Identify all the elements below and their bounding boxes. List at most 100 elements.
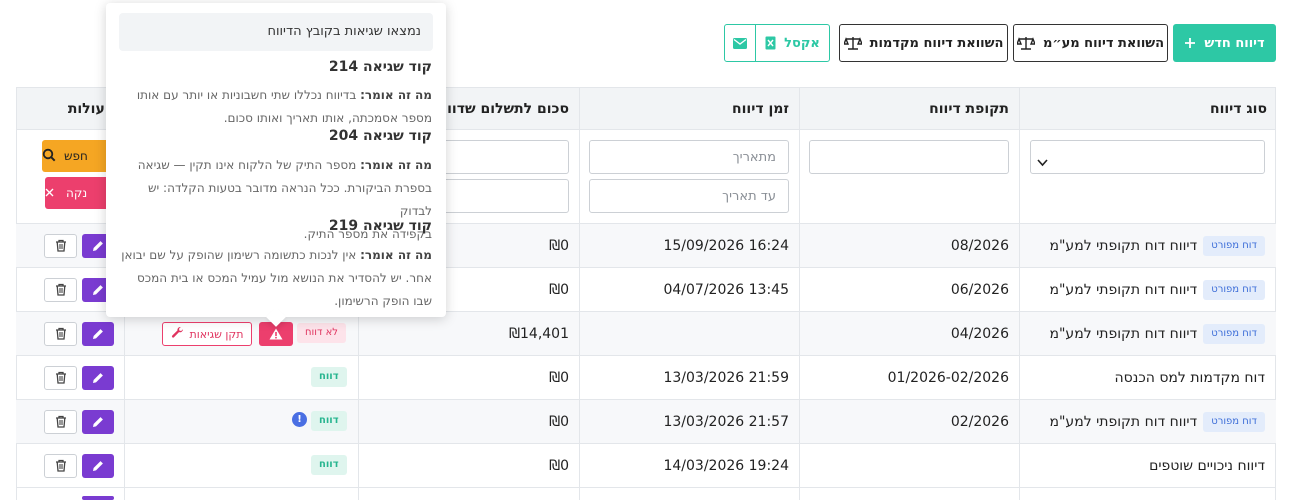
error-code-title: קוד שגיאה 219 — [328, 218, 432, 234]
delete-button[interactable] — [44, 410, 77, 434]
period-cell: 04/2026 — [950, 326, 1009, 342]
error-description: מה זה אומר: מספר התיק של הלקוח אינו תקין… — [137, 158, 432, 241]
time-cell: 21:57 13/03/2026 — [663, 414, 789, 430]
error-code-title: קוד שגיאה 204 — [328, 128, 432, 144]
amount-cell: ₪0 — [549, 282, 569, 298]
clear-label: נקה — [66, 186, 88, 200]
plus-icon — [1184, 37, 1196, 49]
report-type-cell: דוח מפורטדיווח דוח תקופתי למע"מ — [1049, 400, 1265, 444]
trash-icon — [55, 237, 67, 256]
pencil-icon — [92, 413, 104, 432]
period-filter-input[interactable] — [809, 140, 1009, 174]
compare-vat-label: השוואת דיווח מע״מ — [1042, 35, 1165, 51]
header-time: זמן דיווח — [732, 101, 789, 117]
amount-cell: ₪14,401 — [509, 326, 569, 342]
error-description: מה זה אומר: אין לנכות כתשומה רשימון שהופ… — [121, 248, 432, 308]
table-row — [16, 444, 1276, 488]
period-cell: 02/2026 — [950, 414, 1009, 430]
report-type-cell: דוח מקדמות למס הכנסה — [1114, 370, 1266, 386]
reported-badge: דווח — [311, 367, 347, 387]
scale-icon — [1016, 36, 1035, 50]
period-cell: 08/2026 — [950, 238, 1009, 254]
excel-export-button[interactable]: אקסל — [755, 24, 830, 62]
compare-advances-label: השוואת דיווח מקדמות — [869, 35, 1004, 51]
delete-button[interactable] — [44, 454, 77, 478]
report-type-cell: דוח מפורטדיווח דוח תקופתי למע"מ — [1049, 268, 1265, 312]
pencil-icon — [92, 325, 104, 344]
compare-vat-button[interactable]: השוואת דיווח מע״מ — [1013, 24, 1168, 62]
table-row — [16, 268, 1276, 312]
reported-badge: דווח — [311, 411, 347, 431]
time-cell: 19:24 14/03/2026 — [663, 458, 789, 474]
amount-from-input[interactable] — [430, 140, 569, 174]
errors-popover: נמצאו שגיאות בקובץ הדיווח קוד שגיאה 214 … — [106, 3, 446, 317]
time-cell: 21:59 13/03/2026 — [663, 370, 789, 386]
new-report-label: דיווח חדש — [1204, 35, 1265, 51]
period-cell: 06/2026 — [950, 282, 1009, 298]
close-icon — [45, 186, 54, 200]
detailed-report-badge: דוח מפורט — [1203, 324, 1265, 344]
amount-to-input[interactable] — [430, 179, 569, 213]
fix-errors-label: תקן שגיאות — [189, 327, 244, 341]
detailed-report-badge: דוח מפורט — [1203, 236, 1265, 256]
amount-cell: ₪0 — [549, 414, 569, 430]
from-date-input[interactable] — [589, 140, 789, 174]
pencil-icon — [92, 281, 104, 300]
trash-icon — [55, 457, 67, 476]
compare-advances-button[interactable]: השוואת דיווח מקדמות — [839, 24, 1008, 62]
header-period: תקופת דיווח — [929, 101, 1009, 117]
header-amount: סכום לתשלום שדווח — [437, 101, 570, 117]
delete-button[interactable] — [44, 322, 77, 346]
scale-icon — [843, 36, 862, 50]
amount-cell: ₪0 — [549, 370, 569, 386]
error-description: מה זה אומר: בדיווח נכללו שתי חשבוניות או… — [136, 88, 432, 125]
trash-icon — [55, 413, 67, 432]
amount-cell: ₪0 — [549, 458, 569, 474]
detailed-report-badge: דוח מפורט — [1203, 280, 1265, 300]
edit-button[interactable] — [82, 496, 114, 500]
pencil-icon — [92, 369, 104, 388]
popover-header: נמצאו שגיאות בקובץ הדיווח — [119, 13, 433, 51]
email-button[interactable] — [724, 24, 756, 62]
header-type: סוג דיווח — [1209, 101, 1267, 117]
reported-badge: דווח — [311, 455, 347, 475]
edit-button[interactable] — [82, 410, 114, 434]
excel-label: אקסל — [784, 35, 820, 51]
edit-button[interactable] — [82, 322, 114, 346]
pencil-icon — [92, 237, 104, 256]
search-icon — [42, 148, 56, 165]
delete-button[interactable] — [44, 366, 77, 390]
wrench-icon — [171, 326, 184, 342]
trash-icon — [55, 369, 67, 388]
search-label: חפש — [64, 149, 88, 163]
excel-file-icon — [765, 36, 776, 50]
report-type-cell: דוח מפורטדיווח דוח תקופתי למע"מ — [1049, 224, 1265, 268]
time-cell: 16:24 15/09/2026 — [663, 238, 789, 254]
not-reported-badge: לא דווח — [297, 323, 346, 343]
report-type-select[interactable] — [1030, 140, 1265, 174]
delete-button[interactable] — [44, 234, 77, 258]
chevron-down-icon — [1037, 152, 1048, 171]
new-report-button[interactable]: דיווח חדש — [1173, 24, 1276, 62]
to-date-input[interactable] — [589, 179, 789, 213]
fix-errors-button[interactable]: תקן שגיאות — [162, 322, 252, 346]
time-cell: 13:45 04/07/2026 — [663, 282, 789, 298]
report-type-cell: דוח מפורטדיווח דוח תקופתי למע"מ — [1049, 312, 1265, 356]
header-actions: פעולות — [67, 101, 114, 117]
error-code-title: קוד שגיאה 214 — [328, 59, 432, 75]
pencil-icon — [92, 457, 104, 476]
trash-icon — [55, 281, 67, 300]
edit-button[interactable] — [82, 454, 114, 478]
amount-cell: ₪0 — [549, 238, 569, 254]
detailed-report-badge: דוח מפורט — [1203, 412, 1265, 432]
period-cell: 01/2026-02/2026 — [887, 370, 1009, 386]
trash-icon — [55, 325, 67, 344]
delete-button[interactable] — [44, 278, 77, 302]
table-row — [16, 400, 1276, 444]
edit-button[interactable] — [82, 366, 114, 390]
warning-icon — [269, 325, 283, 344]
envelope-icon — [733, 37, 747, 49]
table-row — [16, 356, 1276, 400]
report-type-cell: דיווח ניכויים שוטפים — [1149, 458, 1265, 474]
info-icon[interactable]: ! — [292, 412, 307, 427]
